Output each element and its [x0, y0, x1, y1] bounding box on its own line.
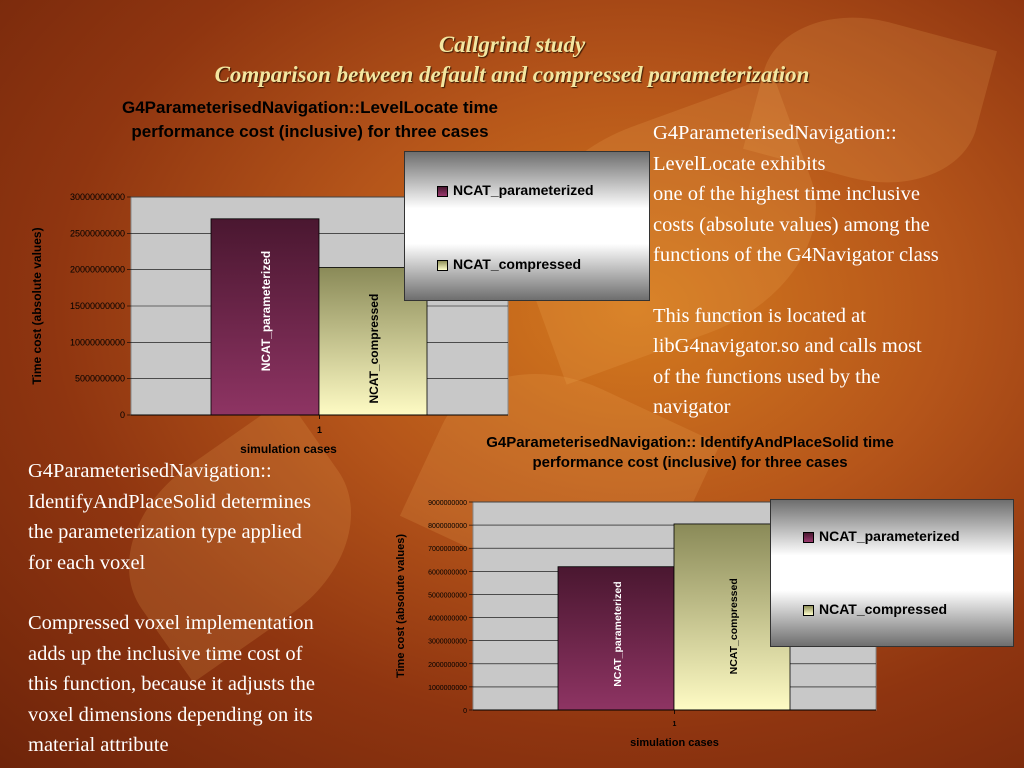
legend-label: NCAT_parameterized: [453, 182, 594, 198]
c1-y-tick-label: 30000000000: [70, 192, 125, 202]
c2-x-axis-label: simulation cases: [630, 737, 719, 749]
slide-title-line1: Callgrind study: [438, 32, 586, 57]
left-paragraph-1: G4ParameterisedNavigation:: IdentifyAndP…: [28, 456, 398, 578]
text-line: one of the highest time inclusive: [653, 183, 921, 205]
text-line: this function, because it adjusts the: [28, 673, 315, 695]
c2-y-tick-label: 9000000000: [428, 500, 467, 507]
c1-y-tick-label: 20000000000: [70, 265, 125, 275]
slide-title: Callgrind study Comparison between defau…: [0, 30, 1024, 90]
chart2-title-line2: performance cost (inclusive) for three c…: [532, 454, 848, 471]
text-line: G4ParameterisedNavigation::: [653, 122, 897, 144]
c2-y-tick-label: 2000000000: [428, 662, 467, 669]
text-line: material attribute: [28, 734, 169, 756]
right-paragraph-2: This function is located at libG4navigat…: [653, 301, 1018, 423]
text-line: of the functions used by the: [653, 365, 881, 388]
left-paragraph-2: Compressed voxel implementation adds up …: [28, 608, 398, 761]
left-text-block: G4ParameterisedNavigation:: IdentifyAndP…: [28, 456, 398, 761]
legend-label: NCAT_compressed: [819, 601, 948, 617]
legend-label: NCAT_compressed: [453, 256, 582, 272]
text-line: functions of the G4Navigator class: [653, 244, 939, 266]
c2-y-tick-label: 4000000000: [428, 616, 467, 623]
text-line: voxel dimensions depending on its: [28, 703, 313, 726]
c2-y-tick-label: 5000000000: [428, 592, 467, 599]
legend-swatch-compressed: [803, 604, 814, 616]
right-paragraph-1: G4ParameterisedNavigation:: LevelLocate …: [653, 118, 1018, 271]
text-line: Compressed voxel implementation: [28, 612, 314, 634]
text-line: the parameterization type applied: [28, 521, 302, 543]
chart2-legend: NCAT_parameterized NCAT_compressed: [770, 499, 1014, 647]
chart2-legend-item-parameterized: NCAT_parameterized: [803, 528, 960, 544]
c1-y-tick-label: 5000000000: [75, 374, 125, 384]
c1-y-axis-label: Time cost (absolute values): [30, 227, 44, 384]
chart2-title: G4ParameterisedNavigation:: IdentifyAndP…: [420, 433, 960, 473]
legend-label: NCAT_parameterized: [819, 528, 960, 544]
c2-y-tick-label: 0: [463, 708, 467, 715]
chart2-legend-item-compressed: NCAT_compressed: [803, 601, 947, 617]
text-line: LevelLocate exhibits: [653, 152, 826, 175]
c2-y-tick-label: 6000000000: [428, 569, 467, 576]
c2-y-axis-label: Time cost (absolute values): [395, 534, 407, 678]
legend-swatch-parameterized: [803, 531, 814, 543]
c1-x-tick-label: 1: [317, 425, 322, 435]
slide-title-line2: Comparison between default and compresse…: [214, 62, 810, 87]
chart1-legend-item-parameterized: NCAT_parameterized: [437, 182, 594, 198]
c2-bar-parameterized: [557, 566, 675, 711]
c1-y-tick-label: 10000000000: [70, 337, 125, 347]
chart1-title: G4ParameterisedNavigation::LevelLocate t…: [40, 96, 580, 144]
text-line: costs (absolute values) among the: [653, 213, 930, 236]
text-line: libG4navigator.so and calls most: [653, 335, 922, 357]
c2-y-tick-label: 7000000000: [428, 546, 467, 553]
c2-y-tick-label: 1000000000: [428, 685, 467, 692]
c2-y-tick-label: 8000000000: [428, 523, 467, 530]
legend-swatch-compressed: [437, 259, 448, 271]
chart1-legend: NCAT_parameterized NCAT_compressed: [404, 151, 650, 301]
chart1-title-line2: performance cost (inclusive) for three c…: [131, 122, 489, 141]
c1-y-tick-label: 0: [120, 410, 125, 420]
legend-swatch-parameterized: [437, 185, 448, 197]
text-line: IdentifyAndPlaceSolid determines: [28, 490, 311, 513]
c2-bar-label: NCAT_parameterized: [612, 581, 624, 686]
chart2-title-line1: G4ParameterisedNavigation:: IdentifyAndP…: [486, 434, 894, 451]
text-line: navigator: [653, 396, 731, 418]
text-line: for each voxel: [28, 551, 146, 574]
c1-y-tick-label: 15000000000: [70, 301, 125, 311]
c1-bar-label: NCAT_compressed: [367, 294, 381, 404]
c2-bar-label: NCAT_compressed: [728, 578, 740, 674]
chart1-legend-item-compressed: NCAT_compressed: [437, 256, 581, 272]
chart1-title-line1: G4ParameterisedNavigation::LevelLocate t…: [121, 98, 499, 117]
c1-bar-parameterized: [210, 218, 320, 416]
c1-x-axis-label: simulation cases: [240, 442, 337, 456]
c2-y-tick-label: 3000000000: [428, 639, 467, 646]
right-text-block: G4ParameterisedNavigation:: LevelLocate …: [653, 118, 1018, 423]
text-line: This function is located at: [653, 304, 866, 327]
text-line: G4ParameterisedNavigation::: [28, 460, 272, 482]
c1-y-tick-label: 25000000000: [70, 228, 125, 238]
c2-x-tick-label: 1: [673, 721, 677, 728]
c1-bar-label: NCAT_parameterized: [259, 251, 273, 371]
text-line: adds up the inclusive time cost of: [28, 642, 303, 665]
